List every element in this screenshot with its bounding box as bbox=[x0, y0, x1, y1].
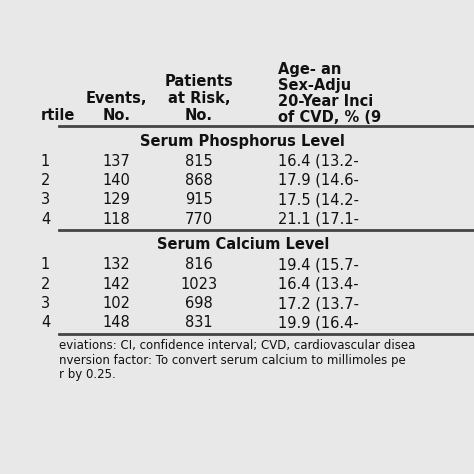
Text: 102: 102 bbox=[102, 296, 130, 311]
Text: 142: 142 bbox=[102, 277, 130, 292]
Text: 2: 2 bbox=[41, 277, 50, 292]
Text: 1: 1 bbox=[41, 257, 50, 273]
Text: Serum Phosphorus Level: Serum Phosphorus Level bbox=[140, 134, 346, 148]
Text: 16.4 (13.2-: 16.4 (13.2- bbox=[278, 154, 358, 169]
Text: of CVD, % (9: of CVD, % (9 bbox=[278, 110, 381, 125]
Text: 4: 4 bbox=[41, 211, 50, 227]
Text: r by 0.25.: r by 0.25. bbox=[59, 368, 116, 382]
Text: Patients
at Risk,
No.: Patients at Risk, No. bbox=[164, 73, 233, 123]
Text: 129: 129 bbox=[102, 192, 130, 207]
Text: 118: 118 bbox=[102, 211, 130, 227]
Text: 16.4 (13.4-: 16.4 (13.4- bbox=[278, 277, 358, 292]
Text: 132: 132 bbox=[102, 257, 130, 273]
Text: 19.4 (15.7-: 19.4 (15.7- bbox=[278, 257, 359, 273]
Text: 3: 3 bbox=[41, 192, 50, 207]
Text: Serum Calcium Level: Serum Calcium Level bbox=[157, 237, 329, 252]
Text: 21.1 (17.1-: 21.1 (17.1- bbox=[278, 211, 359, 227]
Text: 2: 2 bbox=[41, 173, 50, 188]
Text: 137: 137 bbox=[102, 154, 130, 169]
Text: rtile: rtile bbox=[41, 108, 75, 123]
Text: Age- an: Age- an bbox=[278, 63, 341, 77]
Text: 868: 868 bbox=[185, 173, 213, 188]
Text: 17.9 (14.6-: 17.9 (14.6- bbox=[278, 173, 359, 188]
Text: 815: 815 bbox=[185, 154, 213, 169]
Text: 1: 1 bbox=[41, 154, 50, 169]
Text: 148: 148 bbox=[102, 316, 130, 330]
Text: nversion factor: To convert serum calcium to millimoles pe: nversion factor: To convert serum calciu… bbox=[59, 354, 406, 367]
Text: 20-Year Inci: 20-Year Inci bbox=[278, 94, 373, 109]
Text: 816: 816 bbox=[185, 257, 213, 273]
Text: Events,
No.: Events, No. bbox=[85, 91, 147, 123]
Text: 770: 770 bbox=[185, 211, 213, 227]
Text: 17.2 (13.7-: 17.2 (13.7- bbox=[278, 296, 359, 311]
Text: eviations: CI, confidence interval; CVD, cardiovascular disea: eviations: CI, confidence interval; CVD,… bbox=[59, 339, 416, 352]
Text: 1023: 1023 bbox=[180, 277, 218, 292]
Text: 140: 140 bbox=[102, 173, 130, 188]
Text: 915: 915 bbox=[185, 192, 213, 207]
Text: 831: 831 bbox=[185, 316, 213, 330]
Text: 698: 698 bbox=[185, 296, 213, 311]
Text: 19.9 (16.4-: 19.9 (16.4- bbox=[278, 316, 358, 330]
Text: 17.5 (14.2-: 17.5 (14.2- bbox=[278, 192, 359, 207]
Text: Sex-Adju: Sex-Adju bbox=[278, 78, 351, 93]
Text: 3: 3 bbox=[41, 296, 50, 311]
Text: 4: 4 bbox=[41, 316, 50, 330]
